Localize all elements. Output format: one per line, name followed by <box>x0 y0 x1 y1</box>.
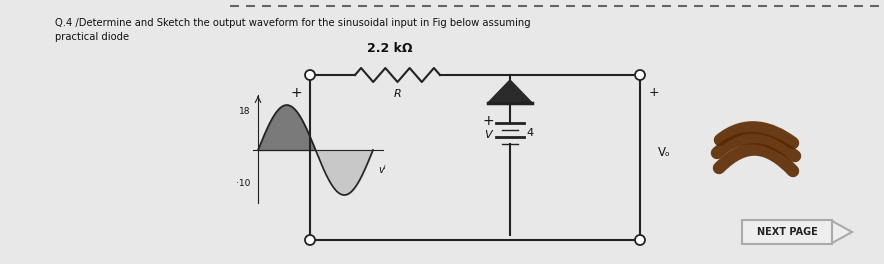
Text: Vₒ: Vₒ <box>658 146 671 159</box>
Text: 4: 4 <box>526 128 533 138</box>
Text: +: + <box>482 114 494 128</box>
Polygon shape <box>832 221 852 243</box>
Text: +: + <box>649 87 659 100</box>
Text: Q.4 /Determine and Sketch the output waveform for the sinusoidal input in Fig be: Q.4 /Determine and Sketch the output wav… <box>55 18 530 28</box>
Text: V: V <box>484 130 492 140</box>
Circle shape <box>305 235 315 245</box>
Circle shape <box>305 70 315 80</box>
Text: practical diode: practical diode <box>55 32 129 42</box>
Polygon shape <box>488 80 532 103</box>
Text: ·10: ·10 <box>236 179 250 188</box>
FancyBboxPatch shape <box>742 220 832 244</box>
Text: 2.2 kΩ: 2.2 kΩ <box>367 42 413 55</box>
Text: NEXT PAGE: NEXT PAGE <box>757 227 818 237</box>
Circle shape <box>635 70 645 80</box>
Circle shape <box>635 235 645 245</box>
Text: +: + <box>290 86 301 100</box>
Text: 18: 18 <box>239 107 250 116</box>
Text: vᴵ: vᴵ <box>378 165 385 175</box>
Text: R: R <box>393 89 401 99</box>
